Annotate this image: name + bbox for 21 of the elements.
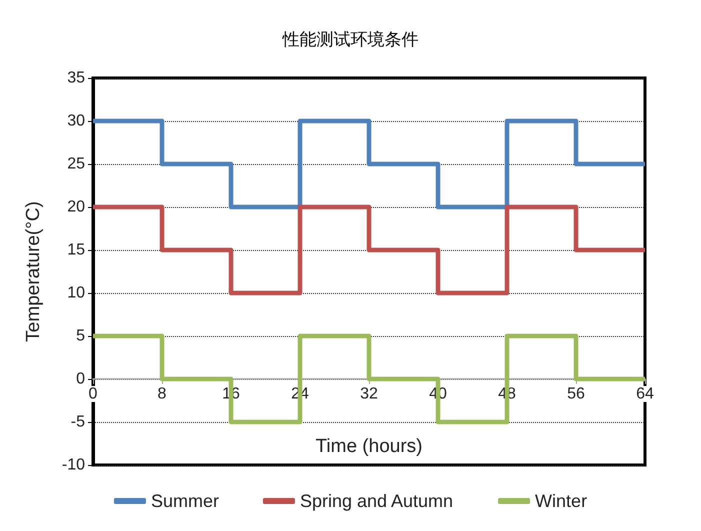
chart-title: 性能测试环境条件	[282, 30, 418, 49]
y-tick-label: 0	[76, 370, 86, 388]
x-tick-label: 64	[636, 386, 654, 402]
y-tick-label: -10	[62, 456, 86, 474]
y-tick-label: 10	[67, 284, 86, 302]
y-tick-label: 15	[67, 242, 86, 258]
legend-label: Winter	[535, 491, 588, 511]
y-tick-label: 35	[67, 70, 86, 86]
legend-label: Summer	[150, 491, 219, 511]
y-tick-label: 5	[76, 328, 86, 344]
legend-label: Spring and Autumn	[300, 491, 454, 511]
x-axis-title: Time (hours)	[316, 436, 422, 457]
y-tick-label: -5	[70, 414, 86, 430]
x-tick-label: 32	[360, 386, 378, 402]
y-tick-label: 20	[67, 198, 86, 216]
x-tick-label: 56	[567, 386, 585, 402]
y-tick-label: 25	[67, 156, 86, 172]
y-axis-title: Temperature(°C)	[23, 201, 44, 342]
x-tick-label: 0	[88, 386, 98, 402]
x-tick-label: 8	[158, 386, 167, 402]
y-tick-label: 30	[67, 112, 86, 130]
